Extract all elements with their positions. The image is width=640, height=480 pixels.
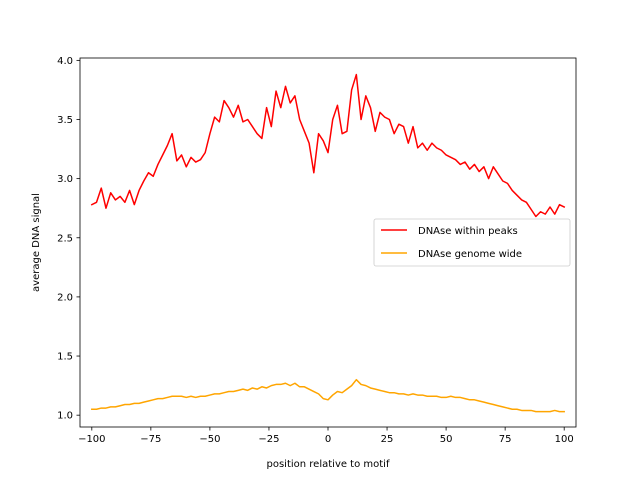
x-tick-label: −25 [258,434,279,445]
x-tick-label: 50 [440,434,453,445]
legend-label-genome-wide: DNAse genome wide [418,249,522,260]
series-line-genome-wide [91,378,565,413]
x-tick-label: −100 [78,434,105,445]
x-axis: −100 −75 −50 −25 0 25 50 75 100 [78,427,574,445]
y-axis-label: average DNA signal [31,193,42,292]
x-tick-label: −75 [140,434,161,445]
legend: DNAse within peaks DNAse genome wide [373,218,571,267]
series-layer [90,73,566,413]
legend-label-within-peaks: DNAse within peaks [418,226,518,237]
x-tick-label: −50 [199,434,220,445]
y-tick-label: 2.0 [57,292,73,303]
y-tick-label: 3.0 [57,174,73,185]
series-line-within-peaks [90,73,566,218]
legend-frame [373,218,571,267]
x-tick-label: 25 [381,434,394,445]
y-tick-label: 1.5 [57,352,73,363]
y-tick-label: 4.0 [57,56,73,67]
x-tick-label: 100 [555,434,574,445]
y-tick-label: 1.0 [57,411,73,422]
x-tick-label: 75 [499,434,512,445]
x-axis-label: position relative to motif [267,459,390,470]
y-axis: 1.0 1.5 2.0 2.5 3.0 3.5 4.0 [57,56,80,422]
y-tick-label: 3.5 [57,115,73,126]
x-tick-label: 0 [325,434,331,445]
y-tick-label: 2.5 [57,233,73,244]
